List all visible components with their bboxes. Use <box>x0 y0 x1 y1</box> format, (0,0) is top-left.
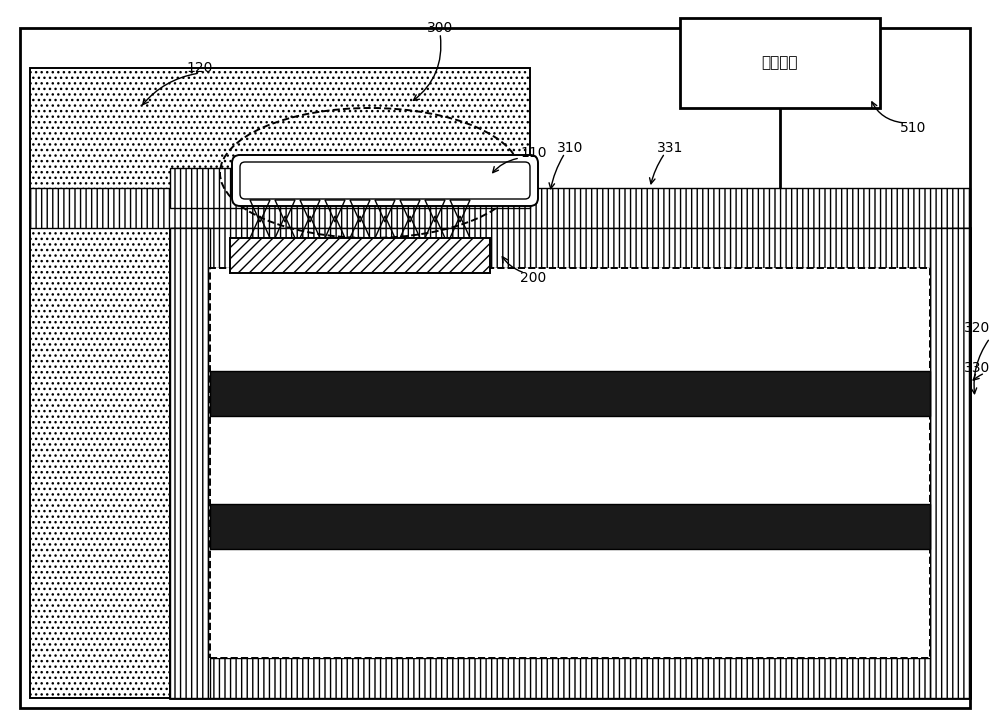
Bar <box>170 168 530 208</box>
Bar <box>30 208 170 698</box>
Text: 200: 200 <box>520 271 546 285</box>
Text: 120: 120 <box>187 61 213 75</box>
FancyBboxPatch shape <box>232 155 538 206</box>
Bar <box>210 371 930 416</box>
Bar <box>210 504 930 549</box>
Bar <box>170 228 970 698</box>
Bar <box>230 238 490 273</box>
Bar <box>210 268 930 658</box>
Bar <box>930 228 970 698</box>
Bar <box>30 68 530 208</box>
Bar <box>170 228 210 698</box>
Bar <box>170 228 970 268</box>
Bar <box>210 504 930 549</box>
Text: 驱动芯片: 驱动芯片 <box>762 55 798 71</box>
Bar <box>170 658 970 698</box>
Text: 510: 510 <box>900 121 926 135</box>
Text: 110: 110 <box>520 146 546 160</box>
Text: 320: 320 <box>964 321 990 335</box>
Text: 331: 331 <box>657 141 683 155</box>
Text: 300: 300 <box>427 21 453 35</box>
Text: 310: 310 <box>557 141 583 155</box>
Bar <box>30 188 970 228</box>
Text: 330: 330 <box>964 361 990 375</box>
Bar <box>210 371 930 416</box>
Bar <box>680 18 880 108</box>
